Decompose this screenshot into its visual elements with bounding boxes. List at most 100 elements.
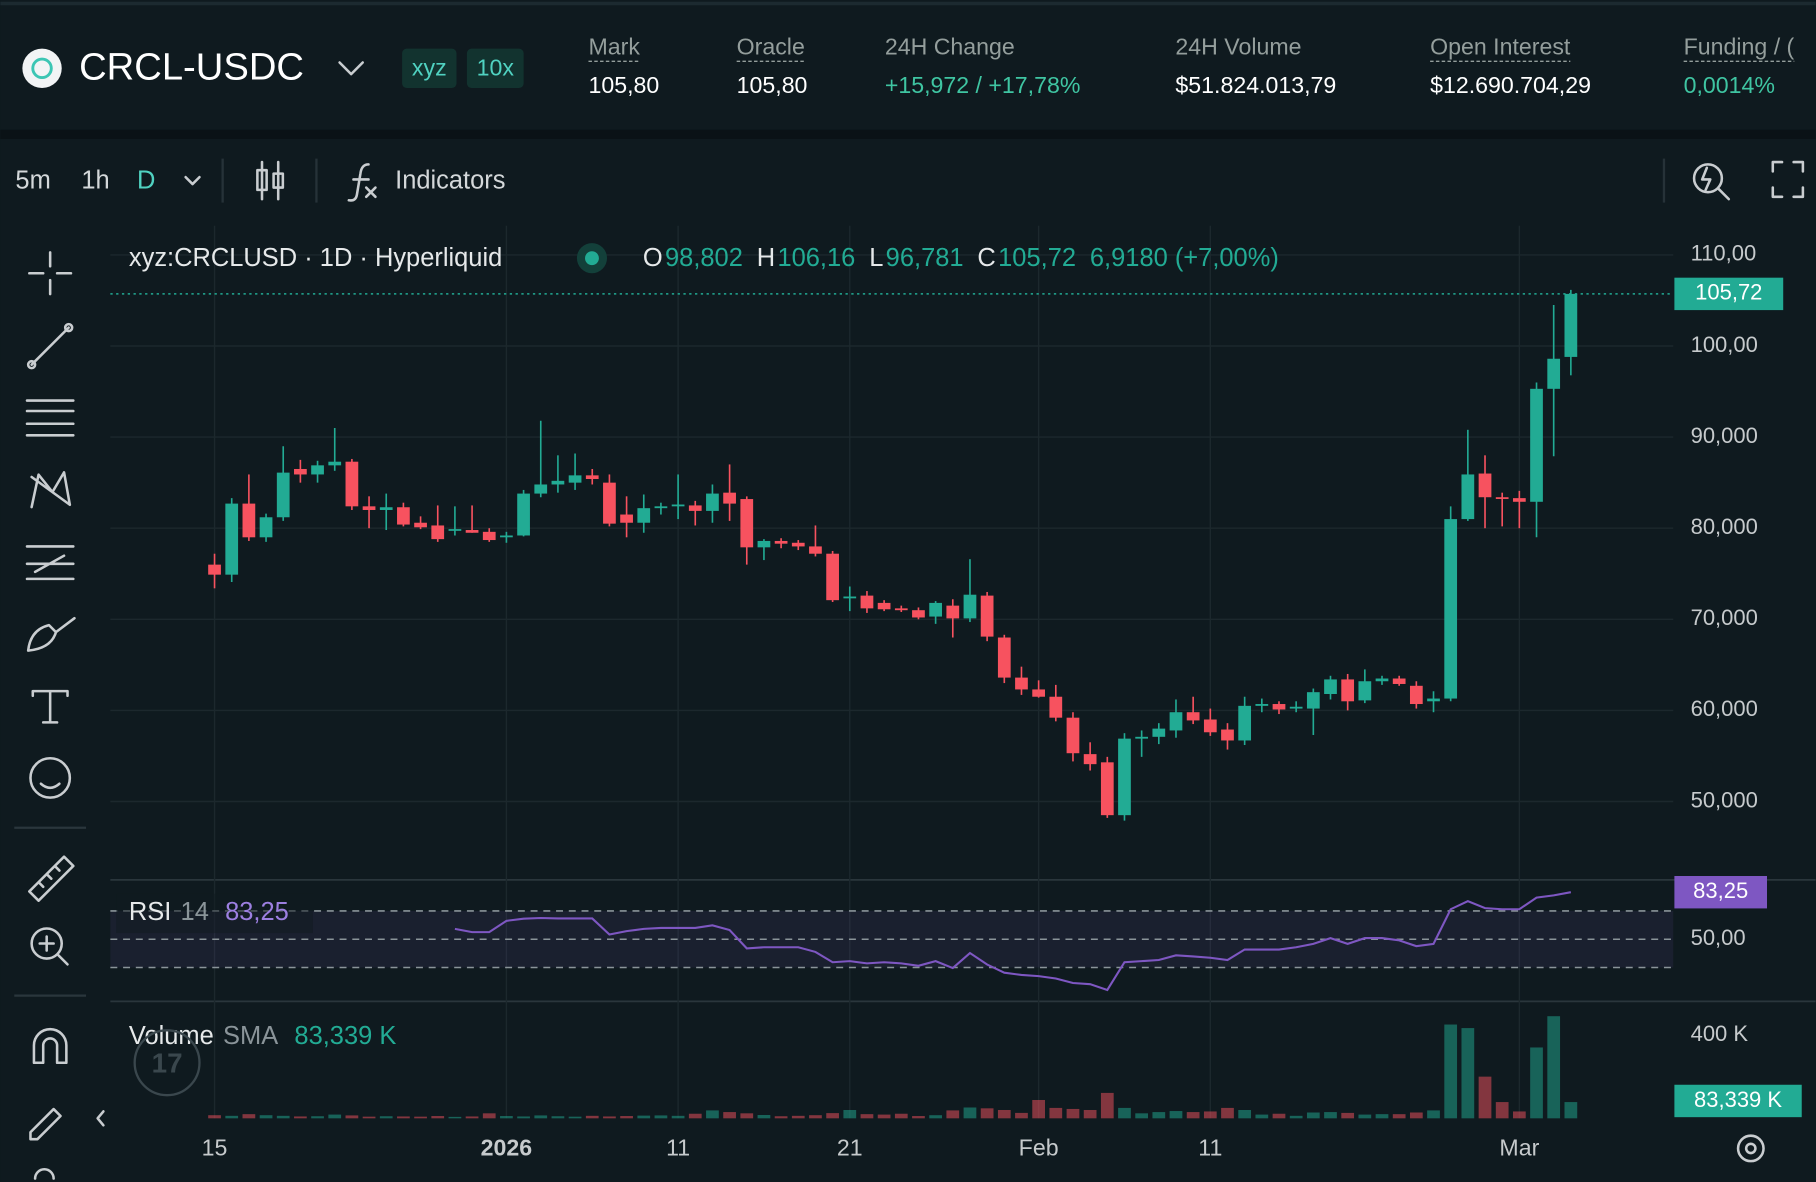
ohlc-label: C [977,244,995,272]
volume-bar [259,1115,273,1119]
x-tick-label: Feb [1019,1135,1059,1161]
lock-drawings-tool[interactable] [29,1107,62,1141]
volume-bar [894,1113,908,1119]
candle-body [671,504,685,507]
chart-type-button[interactable] [256,160,285,201]
volume-bar [1461,1028,1475,1119]
volume-bar [379,1116,393,1119]
indicators-icon[interactable] [347,163,377,202]
sma-tag-label: 83,339 K [1694,1087,1782,1112]
stat-label: 24H Volume [1175,34,1301,60]
volume-bar [311,1116,324,1119]
x-tick-label: 15 [202,1135,228,1161]
volume-bar [877,1114,891,1119]
volume-bar [860,1114,874,1119]
x-tick-label: 21 [837,1135,863,1161]
volume-bar [1015,1112,1028,1119]
pattern-tool[interactable] [30,471,72,509]
volume-bar [723,1112,736,1119]
volume-bar [1238,1109,1252,1119]
candle-body [912,610,925,618]
ohlc-label: H [757,244,775,272]
volume-bar [912,1116,925,1119]
stat-value: $51.824.013,79 [1175,72,1336,98]
settings-icon[interactable] [1736,1134,1765,1163]
handle [26,359,37,370]
stat-value: $12.690.704,29 [1430,72,1591,98]
zoom-tool[interactable] [30,927,64,960]
volume-bar [1306,1112,1320,1119]
symbol-chevron [338,61,365,76]
candle-body [1289,706,1303,709]
ohlc-change: 6,9180 (+7,00%) [1090,244,1279,272]
volume-bar [620,1116,633,1119]
trend-line-tool[interactable] [30,326,70,366]
volume-bar [1032,1099,1046,1119]
candle-body [963,594,977,619]
candle-body [654,506,668,509]
crosshair-tool[interactable] [28,251,73,296]
volume-bar [1100,1092,1114,1119]
candle-body [465,530,479,533]
projection-tool[interactable] [25,545,75,581]
ruler-tool[interactable] [28,855,75,902]
interval-chevron[interactable] [184,175,201,186]
volume-bar [1203,1111,1217,1119]
symbol-selector[interactable]: CRCL-USDC [22,46,365,89]
indicators-button[interactable]: Indicators [395,166,505,194]
volume-bar [431,1116,445,1119]
stat-value: 105,80 [737,72,808,98]
candle-body [791,542,805,547]
interval-active[interactable]: D [137,166,155,194]
candle-body [208,564,221,575]
replay-icon-part [1700,166,1712,192]
candle-body [706,493,719,511]
replay-icon-part [1692,163,1724,194]
market-status-dot-core [585,251,599,266]
interval[interactable]: 1h [81,166,109,194]
volume-bar [1135,1113,1149,1119]
volume-bar [1324,1112,1337,1119]
candle-body [946,605,960,619]
volume-bar [1512,1111,1526,1119]
tag: xyz [412,55,447,81]
candle-body [242,503,256,538]
volume-legend: Volume [129,1022,214,1050]
volume-bar [603,1116,616,1119]
volume-bar [534,1115,548,1119]
volume-bar [225,1115,239,1119]
x-tick-label: 11 [1198,1135,1222,1161]
volume-bar [757,1114,771,1119]
candle-body [997,637,1011,678]
candle-body [1495,497,1509,499]
replay-icon[interactable] [1692,163,1731,201]
rsi-tag-label: 83,25 [1693,878,1748,903]
rsi-value: 83,25 [225,898,289,926]
candle-body [1427,698,1440,702]
emoji-tool[interactable] [29,757,72,799]
fib-tool[interactable] [25,399,75,437]
volume-bar [397,1116,410,1119]
candle-body [1306,692,1320,709]
candle-body [894,608,908,611]
volume-bar [345,1115,359,1119]
y-tick-label: 60,000 [1691,696,1758,721]
volume-tick-label: 400 K [1691,1021,1749,1046]
stat-value: 0,0014% [1684,72,1775,98]
more-tools[interactable] [33,1168,55,1180]
brush-tool[interactable] [26,616,76,652]
tradingview-logo-mark: 17 [152,1047,183,1078]
volume-bar [276,1115,290,1119]
volume-bar [826,1113,839,1119]
stat-label: 24H Change [885,34,1015,60]
text-tool[interactable] [31,689,69,724]
last-price-tag [1674,277,1784,311]
volume-bar [585,1115,599,1119]
fullscreen-icon[interactable] [1771,160,1805,199]
magnet-tool[interactable] [32,1027,68,1065]
candle-body [414,522,427,528]
collapse-toolbar[interactable] [96,1110,105,1127]
last-price-label: 105,72 [1695,280,1762,305]
candle-body [1066,717,1080,754]
interval[interactable]: 5m [15,166,50,194]
